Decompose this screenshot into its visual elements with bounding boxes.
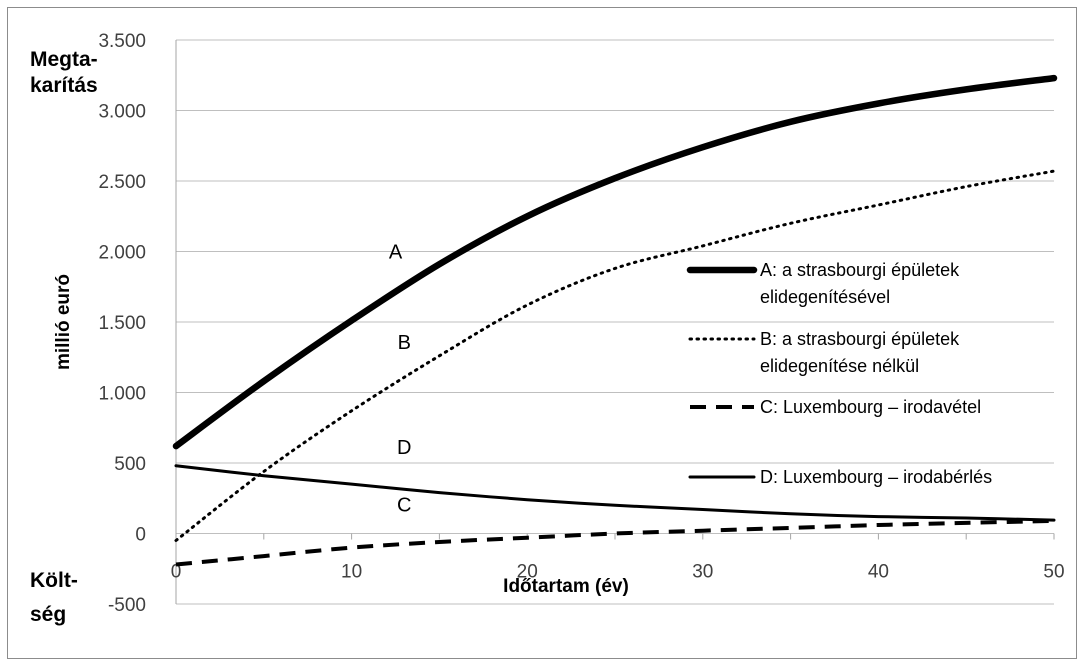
legend-label: A: a strasbourgi épületek xyxy=(760,260,960,280)
series-line-a xyxy=(172,74,1058,450)
y-axis-title: millió euró xyxy=(53,274,74,370)
curve-labels: A B C D xyxy=(389,242,412,517)
top-annotation-line2: karítás xyxy=(30,74,98,97)
y-tick-label: -500 xyxy=(108,595,146,616)
legend-label: C: Luxembourg – irodavétel xyxy=(760,397,981,417)
top-annotation-line1: Megta- xyxy=(30,48,98,71)
y-tick-label: 1.000 xyxy=(98,384,146,405)
curve-label-a: A xyxy=(389,242,403,264)
y-tick-labels: -500 0 500 1.000 1.500 2.000 2.500 3.000 3.500 xyxy=(98,31,146,616)
x-axis-title: Időtartam (év) xyxy=(503,576,629,597)
bottom-annotation-line1: Költ- xyxy=(30,569,78,592)
series-lines xyxy=(172,74,1058,567)
legend-label: D: Luxembourg – irodabérlés xyxy=(760,467,992,487)
curve-label-c: C xyxy=(397,495,411,517)
x-tick-label: 20 xyxy=(517,562,538,583)
x-tick-label: 40 xyxy=(868,562,889,583)
x-tick-labels: 0 10 20 30 40 50 xyxy=(171,533,1065,583)
curve-label-b: B xyxy=(398,332,411,354)
x-tick-label: 50 xyxy=(1043,562,1064,583)
gridlines xyxy=(175,39,1054,605)
x-tick-label: 0 xyxy=(171,562,182,583)
legend: A: a strasbourgi épületek elidegenítéséve… xyxy=(686,260,992,487)
y-tick-label: 0 xyxy=(135,525,146,546)
legend-label: elidegenítése nélkül xyxy=(760,356,919,376)
y-tick-label: 2.500 xyxy=(98,172,146,193)
series-line-c xyxy=(175,518,1055,567)
legend-label: elidegenítésével xyxy=(760,287,890,307)
bottom-annotation-line2: ség xyxy=(30,603,66,626)
chart-frame xyxy=(7,7,1077,659)
y-tick-label: 3.000 xyxy=(98,102,146,123)
series-line-d xyxy=(174,464,1056,522)
legend-label: B: a strasbourgi épületek xyxy=(760,329,960,349)
series-line-b xyxy=(174,169,1056,542)
curve-label-d: D xyxy=(397,437,411,459)
x-tick-label: 30 xyxy=(692,562,713,583)
y-tick-label: 1.500 xyxy=(98,313,146,334)
y-tick-label: 500 xyxy=(114,454,146,475)
y-tick-label: 2.000 xyxy=(98,243,146,264)
y-tick-label: 3.500 xyxy=(98,31,146,52)
x-tick-label: 10 xyxy=(341,562,362,583)
